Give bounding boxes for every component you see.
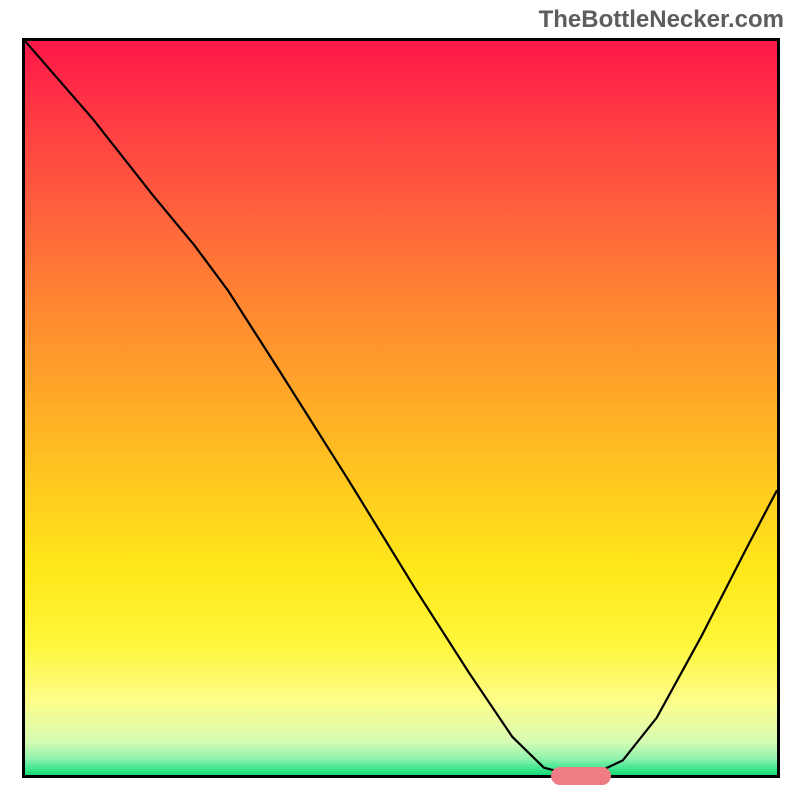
optimal-marker bbox=[551, 767, 611, 785]
curve-layer bbox=[25, 41, 777, 775]
bottleneck-curve bbox=[25, 41, 777, 774]
plot-area bbox=[22, 38, 780, 778]
watermark-text: TheBottleNecker.com bbox=[539, 6, 784, 34]
